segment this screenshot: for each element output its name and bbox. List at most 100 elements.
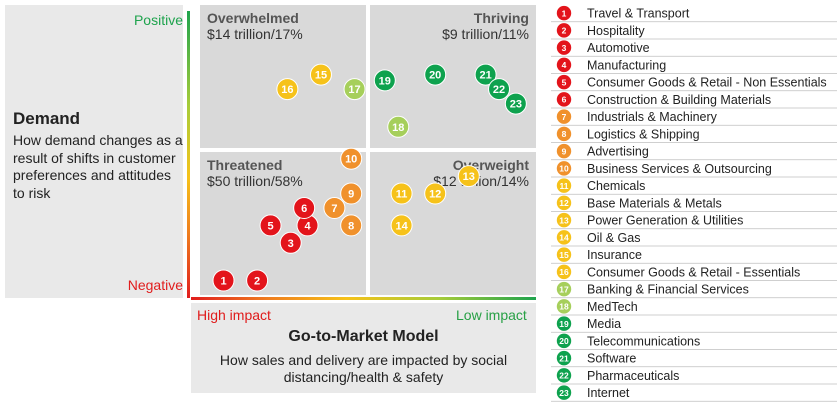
legend-label: Automotive [587,41,650,55]
data-point-label: 1 [220,276,226,288]
legend-item: 2 Hospitality [551,23,837,40]
legend-label: Construction & Building Materials [587,93,771,107]
legend-label: Chemicals [587,179,645,193]
data-point-20: 20 [424,63,447,86]
legend-marker [556,143,572,159]
data-point-label: 4 [304,220,311,232]
legend-number: 15 [559,250,569,260]
legend-item: 3 Automotive [551,40,837,57]
data-point-label: 10 [345,154,357,166]
data-point-marker [387,115,410,138]
legend-label: Industrials & Machinery [587,110,718,124]
legend-item: 23 Internet [551,385,837,402]
demand-axis-title: Demand [13,109,81,128]
data-point-16: 16 [276,78,299,101]
demand-negative-label: Negative [127,277,183,293]
legend-marker [556,5,572,21]
quadrant-thriving-value: $9 trillion/11% [442,26,529,42]
data-point-13: 13 [457,165,480,188]
legend-item: 21 Software [551,350,837,368]
legend-number: 12 [559,198,569,208]
legend-number: 19 [559,319,569,329]
legend-marker [556,230,572,245]
legend-label: MedTech [587,300,638,314]
data-point-2: 2 [246,269,269,292]
demand-positive-label: Positive [133,12,183,28]
legend-number: 5 [562,77,567,87]
legend-item: 15 Insurance [551,247,837,264]
legend-label: Internet [587,386,630,400]
legend-number: 13 [559,215,569,225]
legend-marker [556,126,572,142]
legend-marker [556,178,572,193]
data-point-18: 18 [387,115,410,138]
legend-label: Consumer Goods & Retail - Non Essentials [587,76,827,90]
quadrant-overweight-value: $12 trillion/14% [433,173,529,189]
data-point-label: 6 [301,203,307,215]
legend-number: 23 [559,388,569,398]
data-point-1: 1 [212,269,235,292]
data-point-marker [340,214,363,237]
data-point-label: 15 [315,70,327,82]
data-point-label: 14 [395,220,408,232]
legend-label: Hospitality [587,24,645,38]
data-point-label: 19 [379,75,391,87]
legend-number: 11 [560,181,569,191]
data-point-label: 12 [429,189,441,201]
data-point-17: 17 [343,78,366,101]
data-point-10: 10 [340,147,363,170]
legend-marker [556,316,572,331]
legend-label: Banking & Financial Services [587,283,749,297]
legend-number: 10 [559,164,569,174]
legend-item: 9 Advertising [551,143,837,161]
data-point-label: 2 [254,276,260,288]
go-to-market-panel [191,303,536,393]
data-point-marker [340,182,363,205]
legend-number: 14 [559,233,569,243]
data-point-label: 8 [348,220,354,232]
legend-marker [556,385,572,400]
data-point-marker [276,78,299,101]
data-point-5: 5 [259,214,282,237]
legend-label: Business Services & Outsourcing [587,162,772,176]
legend-item: 14 Oil & Gas [551,230,837,247]
legend-number: 3 [562,43,567,53]
legend-item: 17 Banking & Financial Services [551,281,837,299]
legend-item: 19 Media [551,316,837,333]
data-point-marker [293,197,316,219]
legend-marker [556,350,572,366]
quadrant-overwhelmed-title: Overwhelmed [207,10,299,26]
legend-label: Advertising [587,145,649,159]
legend-marker [556,74,572,90]
legend-number: 16 [559,267,569,277]
go-to-market-high-label: High impact [197,307,271,323]
data-point-marker [373,69,396,92]
legend-label: Base Materials & Metals [587,196,722,210]
data-point-12: 12 [424,182,447,205]
data-point-8: 8 [340,214,363,237]
legend-number: 9 [562,146,567,156]
data-point-19: 19 [373,69,396,92]
data-point-14: 14 [390,214,413,237]
data-point-marker [246,269,269,292]
data-point-22: 22 [488,78,511,101]
legend-number: 21 [559,353,569,363]
go-to-market-low-label: Low impact [456,307,527,323]
data-point-23: 23 [504,92,527,115]
data-point-marker [488,78,511,101]
legend-label: Manufacturing [587,58,666,72]
data-point-marker [474,63,497,86]
legend-marker [556,368,572,383]
legend-marker [556,92,572,107]
data-point-15: 15 [309,63,332,86]
legend-marker [556,161,572,176]
legend-item: 10 Business Services & Outsourcing [551,161,837,178]
data-point-3: 3 [279,231,302,254]
legend-number: 7 [562,112,567,122]
legend-item: 12 Base Materials & Metals [551,195,837,212]
data-point-label: 11 [396,189,408,201]
data-point-7: 7 [323,197,346,219]
legend-marker [556,109,572,124]
data-point-label: 16 [281,84,293,96]
